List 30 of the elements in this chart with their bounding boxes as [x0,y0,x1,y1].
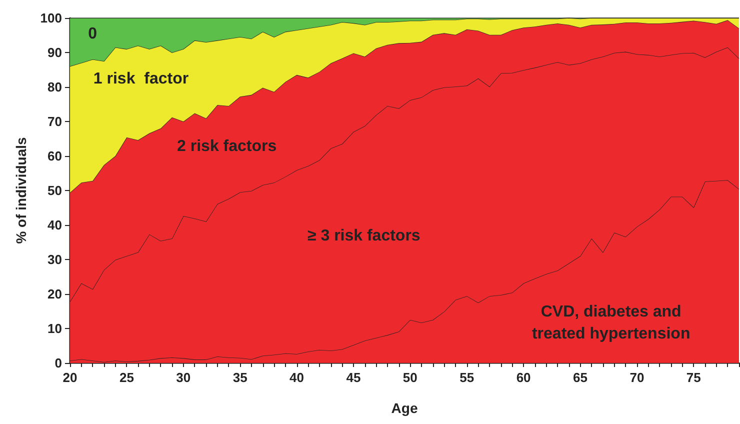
x-tick-label: 55 [460,370,474,385]
x-tick-label: 70 [630,370,644,385]
series-label: 1 risk factor [93,70,189,88]
y-tick-label: 40 [48,218,62,232]
x-axis-title: Age [391,400,418,416]
x-tick-label: 50 [402,370,418,385]
x-tick-label: 45 [346,370,361,385]
series-label: 2 risk factors [177,138,277,155]
y-tick-label: 30 [48,252,62,267]
y-tick-label: 80 [48,80,62,94]
x-tick-label: 30 [176,370,191,385]
x-tick-label: 60 [516,370,531,385]
y-tick-label: 90 [48,45,62,60]
y-tick-label: 70 [48,114,62,129]
y-tick-label: 0 [54,356,62,370]
x-tick-label: 35 [232,370,248,385]
series-label: ≥ 3 risk factors [307,228,420,244]
y-tick-label: 10 [48,321,62,336]
y-tick-label: 60 [48,148,62,164]
series-label: 0 [88,26,98,43]
y-tick-label: 20 [48,286,62,302]
x-tick-label: 75 [686,370,701,385]
x-tick-label: 65 [573,370,588,385]
y-tick-label: 100 [40,10,62,26]
y-tick-label: 50 [48,183,62,198]
x-tick-label: 20 [62,370,78,385]
series-label: CVD, diabetes and treated hypertension [532,303,690,342]
x-tick-label: 25 [119,370,134,385]
y-axis-title: % of individuals [13,137,29,244]
x-tick-label: 40 [290,370,304,385]
